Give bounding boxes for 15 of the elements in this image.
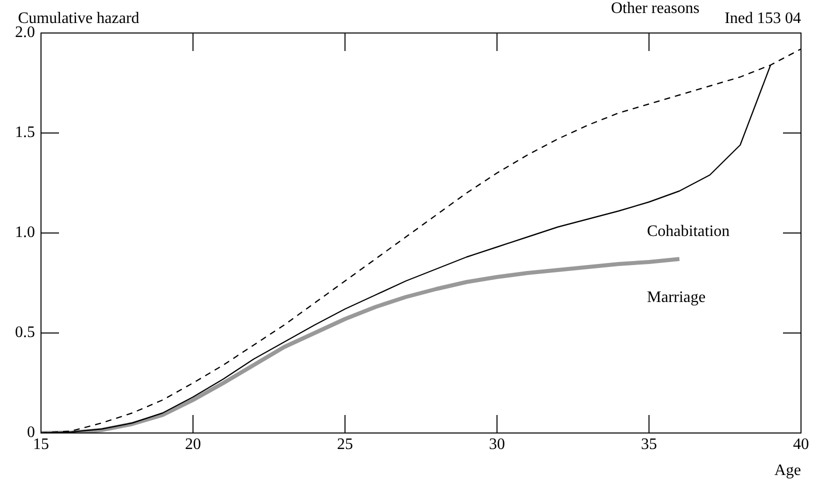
series-label: Marriage [647, 289, 706, 306]
x-tick-label: 25 [337, 436, 353, 453]
x-tick-label: 15 [33, 436, 49, 453]
x-axis-title: Age [774, 462, 801, 480]
text: Other reasons [611, 0, 700, 18]
series-label: Cohabitation [647, 223, 730, 240]
text: Ined 153 04 [724, 10, 801, 28]
x-tick-label: 20 [185, 436, 201, 453]
y-tick-label: 0 [27, 424, 35, 442]
x-tick-label: 40 [793, 436, 809, 453]
y-tick-label: 0.5 [15, 324, 35, 342]
x-tick-label: 30 [489, 436, 505, 453]
y-tick-label: 1.0 [15, 224, 35, 242]
x-tick-label: 35 [641, 436, 657, 453]
y-tick-label: 1.5 [15, 124, 35, 142]
